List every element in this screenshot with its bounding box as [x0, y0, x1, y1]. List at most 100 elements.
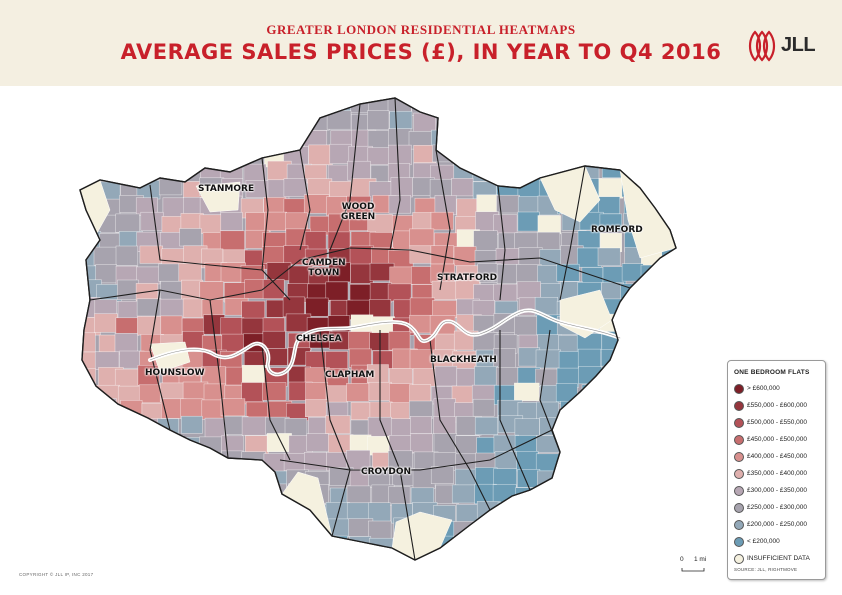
district-cell [261, 246, 287, 264]
district-cell [287, 520, 310, 542]
district-cell [582, 130, 605, 149]
district-cell [265, 519, 292, 540]
district-cell [664, 535, 676, 556]
district-cell [471, 127, 495, 148]
district-cell [325, 415, 351, 434]
district-cell [179, 228, 202, 247]
district-cell [622, 335, 648, 354]
district-cell [555, 483, 580, 502]
scale-start-label: 0 [680, 556, 684, 563]
district-cell [80, 418, 101, 439]
district-cell [514, 504, 539, 525]
district-cell [178, 263, 202, 283]
district-cell [622, 552, 647, 560]
river-thames-edge [149, 310, 621, 375]
district-cell [643, 144, 669, 163]
district-cell [115, 245, 139, 266]
district-cell [181, 415, 203, 434]
district-cell [201, 468, 224, 489]
district-cell [644, 364, 669, 384]
legend-panel: ONE BEDROOM FLATS > £600,000 £550,000 - … [727, 360, 826, 580]
district-cell [97, 538, 122, 556]
district-cell [346, 502, 370, 521]
district-cell [435, 112, 459, 131]
legend-swatch [734, 537, 744, 547]
district-cell [241, 416, 268, 436]
district-cell [220, 517, 244, 537]
district-cell [434, 365, 458, 387]
district-cell [454, 538, 478, 557]
legend-source: SOURCE: JLL, RIGHTMOVE [734, 567, 798, 572]
district-cell [409, 245, 433, 264]
jll-logo-mark-icon [748, 30, 776, 62]
district-cell [433, 398, 456, 420]
district-cell [578, 415, 604, 435]
district-cell [598, 196, 621, 215]
district-cell [662, 384, 676, 403]
district-cell [203, 551, 226, 560]
district-cell [642, 349, 668, 370]
district-cell [389, 111, 413, 130]
district-cell [241, 300, 266, 320]
borough-border [261, 247, 631, 291]
district-cell [538, 534, 561, 553]
district-cell [621, 98, 646, 115]
district-cell [600, 485, 624, 504]
district-cell [220, 230, 245, 251]
district-cell [581, 98, 604, 115]
district-cell [308, 144, 333, 165]
district-cell [665, 435, 676, 453]
district-cell [157, 98, 183, 113]
borough-border [261, 157, 291, 301]
district-cell [518, 553, 544, 560]
district-cell [622, 368, 645, 386]
district-cell [181, 98, 204, 115]
district-cell [473, 230, 498, 251]
district-cell [241, 467, 264, 488]
district-cell [137, 466, 160, 486]
district-cell [116, 520, 139, 540]
label-hounslow: HOUNSLOW [145, 368, 205, 378]
district-cell [137, 538, 161, 557]
district-cell [201, 299, 224, 318]
district-cell [474, 522, 500, 543]
district-cell [456, 198, 479, 219]
district-cell [639, 468, 662, 487]
district-cell [622, 401, 646, 420]
district-cell [347, 554, 372, 560]
scale-bar: 0 1 mi [676, 556, 716, 578]
label-croydon: CROYDON [361, 467, 412, 477]
district-cell [94, 398, 117, 418]
district-cell [472, 554, 495, 560]
district-cell [556, 127, 581, 148]
district-cell [452, 145, 477, 166]
district-cell [622, 471, 647, 491]
district-cell [325, 281, 349, 301]
district-cell [477, 143, 503, 162]
district-cell [120, 161, 143, 179]
district-cell [388, 486, 411, 506]
district-cell [114, 333, 138, 354]
district-cell [642, 416, 666, 436]
district-cell [598, 537, 622, 557]
borough-border [435, 149, 451, 291]
district-cell [94, 351, 120, 370]
district-cell [598, 144, 623, 165]
district-cell [664, 113, 676, 133]
district-cell [662, 485, 676, 506]
district-cell [387, 555, 411, 560]
district-cell [557, 535, 582, 556]
district-cell [389, 266, 414, 285]
district-cell [97, 484, 121, 504]
district-cell [555, 552, 578, 560]
district-cell [430, 466, 454, 484]
district-cell [137, 449, 159, 468]
district-cell [409, 384, 432, 402]
legend-swatch [734, 401, 744, 411]
district-cell [288, 109, 312, 128]
district-cell [598, 399, 624, 419]
district-cell [624, 300, 648, 321]
legend-title: ONE BEDROOM FLATS [734, 369, 810, 376]
district-cell [559, 147, 583, 168]
district-cell [116, 485, 142, 504]
